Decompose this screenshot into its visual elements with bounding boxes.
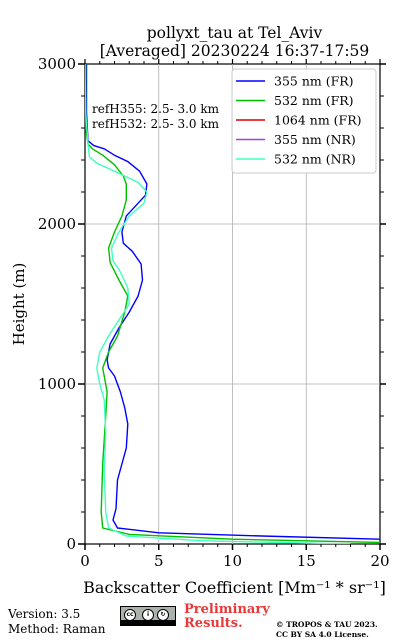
y-tick-label: 3000	[38, 55, 76, 73]
backscatter-profile-chart: pollyxt_tau at Tel_Aviv[Averaged] 202302…	[10, 24, 390, 597]
legend-entry-label: 532 nm (NR)	[274, 152, 356, 167]
copyright-notice: © TROPOS & TAU 2023. CC BY SA 4.0 Licens…	[276, 620, 378, 639]
y-tick-label: 1000	[38, 375, 76, 393]
x-tick-label: 20	[370, 552, 389, 570]
axis-ticks: 0 5 10 15 20 0 1000 2000 3000	[38, 55, 390, 570]
ref-height-annotation: refH532: 2.5- 3.0 km	[92, 117, 220, 131]
y-tick-label: 2000	[38, 215, 76, 233]
method-label: Method: Raman	[8, 622, 106, 636]
x-tick-label: 5	[154, 552, 164, 570]
version-label: Version: 3.5	[8, 607, 81, 621]
y-tick-label: 0	[66, 535, 76, 553]
series-line-5	[85, 64, 351, 544]
chart-title: pollyxt_tau at Tel_Aviv[Averaged] 202302…	[100, 24, 370, 60]
y-axis-label: Height (m)	[10, 263, 28, 346]
legend-entry-label: 355 nm (FR)	[274, 74, 354, 89]
ref-height-annotation: refH355: 2.5- 3.0 km	[92, 102, 220, 116]
chart-title-line-2: [Averaged] 20230224 16:37-17:59	[100, 42, 370, 60]
series-lines	[85, 64, 380, 544]
preliminary-results-label: Preliminary Results.	[184, 602, 270, 631]
cc-by-sa-badge: cc i ↻	[120, 606, 176, 626]
legend-entry-label: 355 nm (NR)	[274, 132, 356, 147]
series-line-1	[85, 64, 380, 540]
x-tick-label: 10	[223, 552, 242, 570]
legend-box	[231, 68, 377, 174]
legend-entry-label: 1064 nm (FR)	[274, 113, 362, 128]
legend: 355 nm (FR) 532 nm (FR) 1064 nm (FR) 355 nm…	[231, 68, 377, 174]
x-tick-label: 0	[80, 552, 90, 570]
legend-entry-label: 532 nm (FR)	[274, 93, 354, 108]
x-tick-label: 15	[297, 552, 316, 570]
x-axis-label: Backscatter Coefficient [Mm⁻¹ * sr⁻¹]	[83, 578, 386, 597]
series-line-2	[85, 64, 380, 544]
chart-title-line-1: pollyxt_tau at Tel_Aviv	[147, 24, 323, 42]
